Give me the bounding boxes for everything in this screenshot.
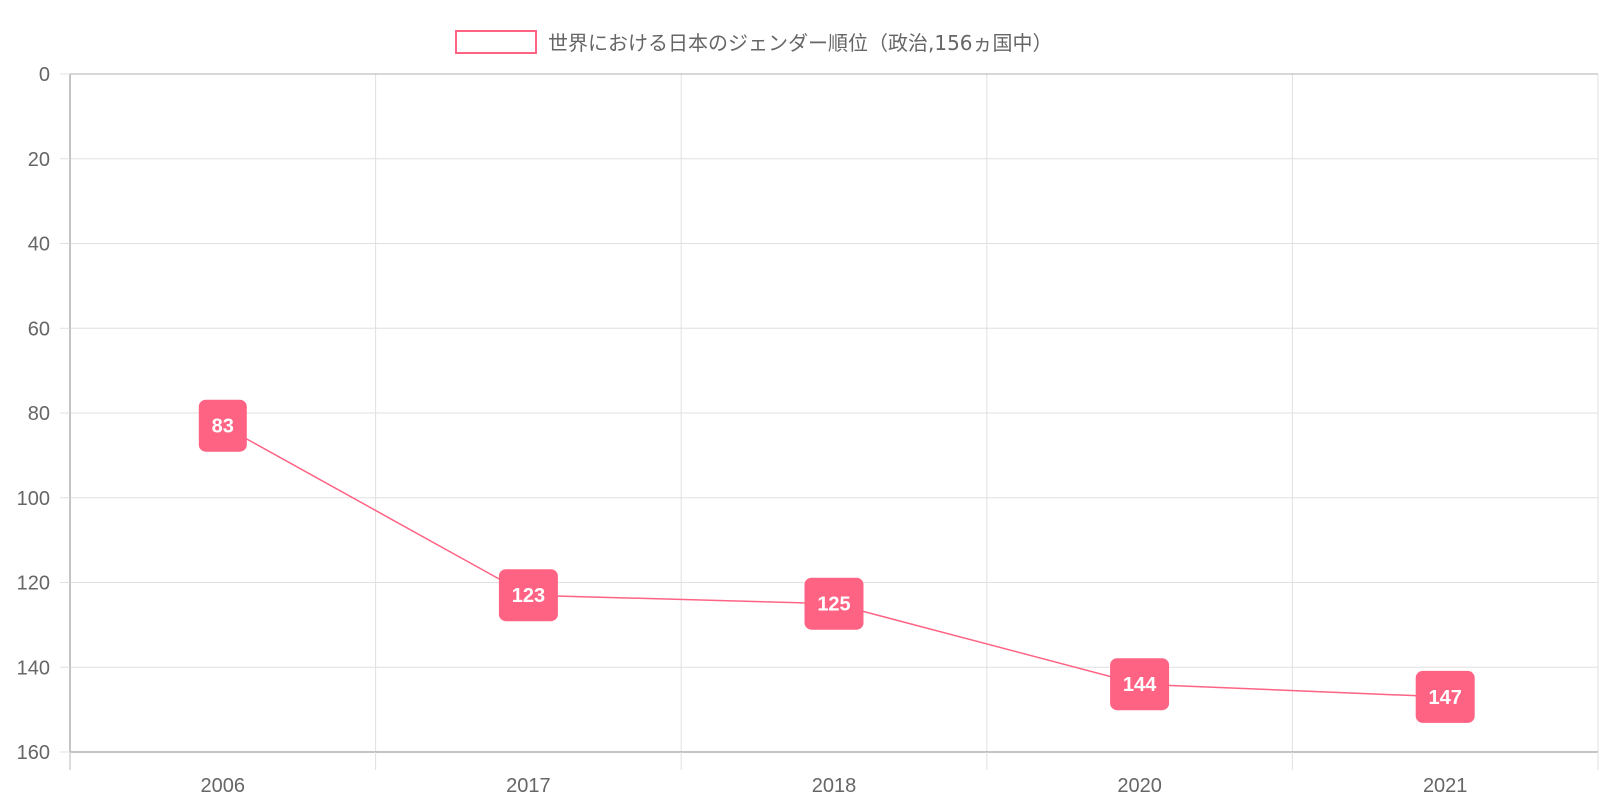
data-label: 147: [1429, 687, 1462, 709]
data-label: 123: [512, 585, 545, 607]
y-tick-label: 40: [28, 234, 50, 256]
y-tick-label: 140: [17, 657, 50, 679]
x-tick-label: 2018: [812, 775, 857, 797]
data-point-2006[interactable]: 83: [198, 399, 247, 452]
y-tick-label: 100: [17, 488, 50, 510]
data-label-box: [1110, 658, 1170, 711]
data-labels: 83 123 125 144 147: [198, 399, 1475, 723]
data-label: 125: [817, 594, 850, 616]
x-axis-ticks: 2006 2017 2018 2020 2021: [69, 752, 1599, 797]
y-tick-label: 160: [17, 742, 50, 764]
data-point-2020[interactable]: 144: [1110, 658, 1170, 711]
data-point-2021[interactable]: 147: [1415, 670, 1475, 723]
y-tick-label: 20: [28, 149, 50, 171]
grid: [70, 73, 1599, 753]
x-tick-label: 2006: [201, 775, 246, 797]
axes: [69, 73, 1598, 770]
legend-swatch: [455, 30, 537, 54]
data-point-2017[interactable]: 123: [498, 569, 558, 622]
series-line: [222, 425, 1446, 698]
data-label-box: [498, 569, 558, 622]
x-tick-label: 2021: [1423, 775, 1468, 797]
y-tick-label: 80: [28, 403, 50, 425]
y-tick-label: 120: [17, 573, 50, 595]
data-label: 144: [1123, 674, 1157, 696]
y-axis-ticks: 0 20 40 60 80 100 120 140 160: [17, 64, 70, 764]
data-label-box: [804, 577, 864, 630]
y-tick-label: 60: [28, 318, 50, 340]
data-label-box: [1415, 670, 1475, 723]
legend-label: 世界における日本のジェンダー順位（政治,156ヵ国中）: [548, 31, 1053, 55]
y-tick-label: 0: [39, 64, 50, 86]
legend[interactable]: 世界における日本のジェンダー順位（政治,156ヵ国中）: [455, 30, 1053, 55]
series-line-group: [222, 425, 1446, 698]
x-tick-label: 2017: [506, 775, 551, 797]
data-label-box: [198, 399, 247, 452]
x-tick-label: 2020: [1117, 775, 1162, 797]
data-label: 83: [212, 416, 234, 438]
data-point-2018[interactable]: 125: [804, 577, 864, 630]
